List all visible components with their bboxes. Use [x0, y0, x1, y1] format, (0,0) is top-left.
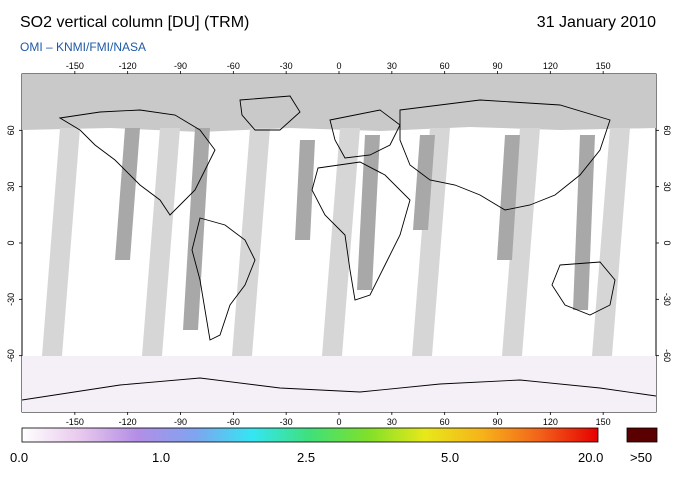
colorbar-overflow-box	[626, 427, 658, 443]
lon-tick-label-top: 120	[543, 61, 558, 71]
lon-tick-label-top: -30	[280, 61, 293, 71]
lon-tick-label-top: -150	[66, 61, 84, 71]
latitude-ticks-right: 60 30 0 -30 -60	[656, 125, 672, 362]
lat-tick-label-right: 0	[662, 240, 672, 245]
lat-tick-label-left: 60	[6, 125, 16, 135]
lat-tick-label-right: 30	[662, 182, 672, 192]
lon-tick-label-bottom: -150	[66, 417, 84, 427]
coastlines	[22, 95, 656, 401]
lon-tick-label-bottom: -30	[280, 417, 293, 427]
lon-tick-label-bottom: -60	[227, 417, 240, 427]
lat-tick-label-left: 0	[6, 240, 16, 245]
lon-tick-label-top: 90	[492, 61, 502, 71]
lon-tick-label-bottom: 120	[543, 417, 558, 427]
lon-tick-label-top: 30	[387, 61, 397, 71]
lon-tick-label-top: -120	[119, 61, 137, 71]
lon-tick-label-bottom: -90	[174, 417, 187, 427]
map-subtitle: OMI – KNMI/FMI/NASA	[20, 40, 147, 54]
lat-tick-label-left: -60	[6, 349, 16, 362]
colorbar-label-0: 0.0	[10, 450, 29, 465]
lat-tick-label-left: 30	[6, 182, 16, 192]
polar-night-north	[22, 74, 656, 132]
orbit-gaps-light	[42, 128, 630, 356]
map-title: SO2 vertical column [DU] (TRM)	[20, 14, 250, 31]
lon-tick-label-bottom: 90	[492, 417, 502, 427]
colorbar-label-1: 1.0	[152, 450, 171, 465]
lon-tick-label-bottom: 150	[596, 417, 611, 427]
lat-tick-label-right: -60	[662, 349, 672, 362]
lon-tick-label-bottom: 0	[336, 417, 341, 427]
lat-tick-label-right: -30	[662, 293, 672, 306]
lon-tick-label-bottom: -120	[119, 417, 137, 427]
map-content	[22, 74, 656, 412]
lon-tick-label-top: 0	[336, 61, 341, 71]
longitude-ticks-top: -150 -120 -90 -60 -30 0 30 60 90 120 150	[66, 61, 611, 74]
colorbar-label-4: 20.0	[578, 450, 604, 465]
colorbar	[21, 427, 599, 443]
colorbar-overflow-label: >50	[630, 450, 653, 465]
lon-tick-label-bottom: 30	[387, 417, 397, 427]
lat-tick-label-left: -30	[6, 293, 16, 306]
longitude-ticks-bottom: -150 -120 -90 -60 -30 0 30 60 90 120 150	[66, 412, 611, 427]
map-date: 31 January 2010	[536, 14, 656, 31]
lat-tick-label-right: 60	[662, 125, 672, 135]
lon-tick-label-bottom: 60	[440, 417, 450, 427]
colorbar-label-3: 5.0	[441, 450, 460, 465]
lon-tick-label-top: 60	[440, 61, 450, 71]
lon-tick-label-top: 150	[596, 61, 611, 71]
lon-tick-label-top: -90	[174, 61, 187, 71]
lon-tick-label-top: -60	[227, 61, 240, 71]
orbit-gaps-dark	[115, 128, 595, 330]
latitude-ticks-left: 60 30 0 -30 -60	[6, 125, 22, 362]
colorbar-label-2: 2.5	[297, 450, 316, 465]
